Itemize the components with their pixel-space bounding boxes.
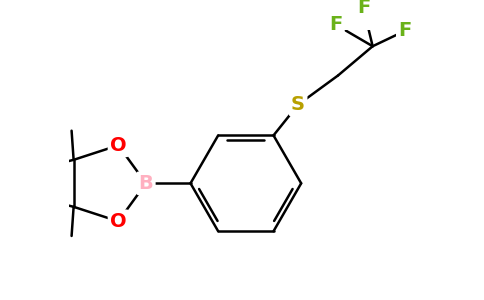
Text: O: O <box>110 212 127 231</box>
Text: S: S <box>291 95 305 114</box>
Text: F: F <box>329 15 342 34</box>
Text: F: F <box>398 21 411 40</box>
Text: O: O <box>110 136 127 155</box>
Text: F: F <box>357 0 370 17</box>
Text: B: B <box>138 174 153 193</box>
